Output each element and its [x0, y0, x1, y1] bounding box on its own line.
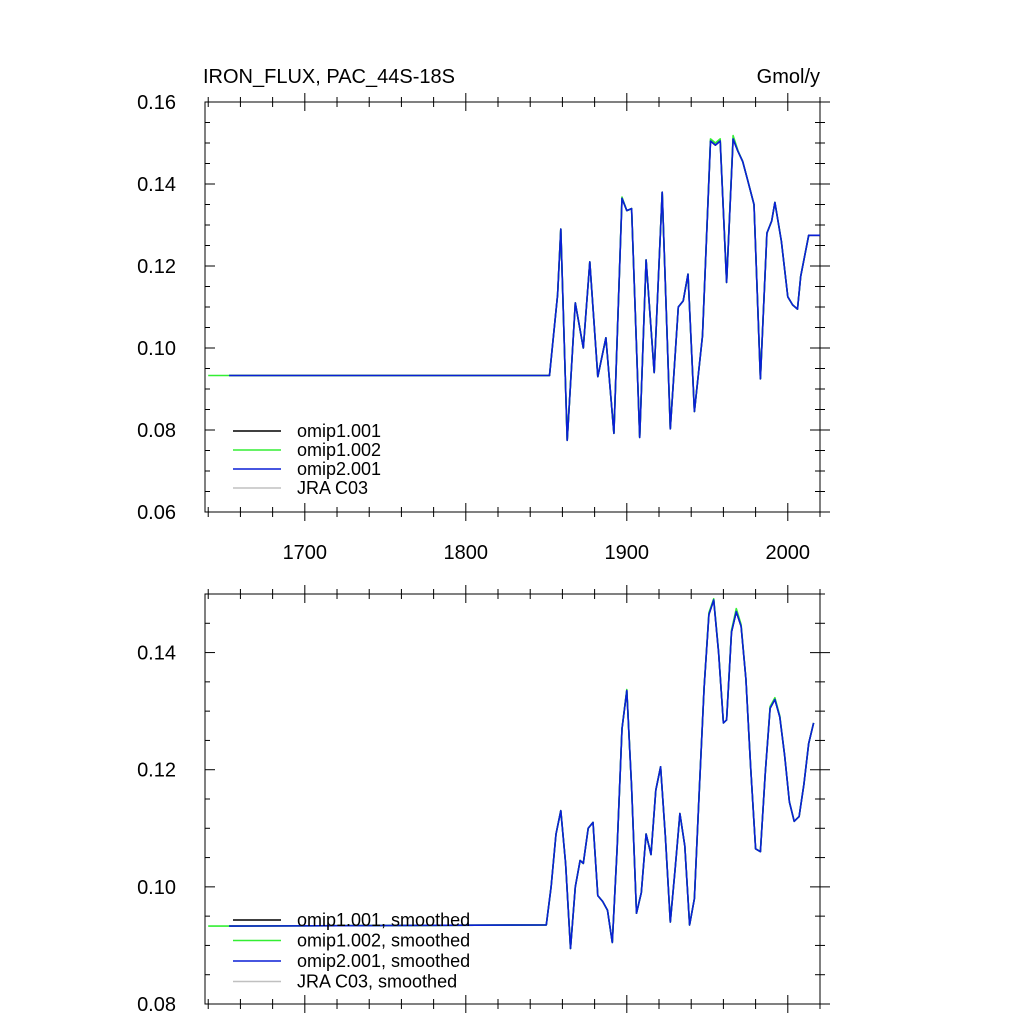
legend-label: omip1.002 [297, 440, 381, 460]
y-tick-label: 0.08 [137, 420, 176, 442]
y-tick-label: 0.08 [137, 994, 176, 1016]
series-line [208, 597, 815, 950]
x-tick-label: 1700 [283, 542, 328, 564]
series-line [229, 599, 815, 950]
x-tick-label: 1800 [444, 542, 489, 564]
y-tick-label: 0.16 [137, 92, 176, 114]
series-line [208, 134, 810, 442]
y-tick-label: 0.12 [137, 760, 176, 782]
y-tick-label: 0.12 [137, 256, 176, 278]
legend-label: omip2.001 [297, 459, 381, 479]
panel-bottom: 0.08 0.10 0.12 0.14 omip1.001, smoothedomip1… [137, 585, 830, 1016]
x-tick-label: 2000 [766, 542, 811, 564]
legend-label: omip1.002, smoothed [297, 931, 470, 951]
y-tick-label: 0.10 [137, 877, 176, 899]
chart-units: Gmol/y [757, 66, 820, 88]
legend-label: omip2.001, smoothed [297, 951, 470, 971]
legend-label: omip1.001, smoothed [297, 910, 470, 930]
series-line [229, 138, 820, 442]
legend-label: omip1.001 [297, 421, 381, 441]
y-tick-label: 0.10 [137, 338, 176, 360]
series-line [229, 599, 815, 950]
legend-label: JRA C03, smoothed [297, 972, 457, 992]
panel-top: IRON_FLUX, PAC_44S-18S Gmol/y 1700 1800 19… [137, 66, 830, 564]
y-tick-label: 0.06 [137, 502, 176, 524]
x-tick-label: 1900 [605, 542, 650, 564]
legend-label: JRA C03 [297, 478, 368, 498]
y-tick-label: 0.14 [137, 643, 176, 665]
chart-title: IRON_FLUX, PAC_44S-18S [203, 66, 455, 88]
y-tick-label: 0.14 [137, 174, 176, 196]
